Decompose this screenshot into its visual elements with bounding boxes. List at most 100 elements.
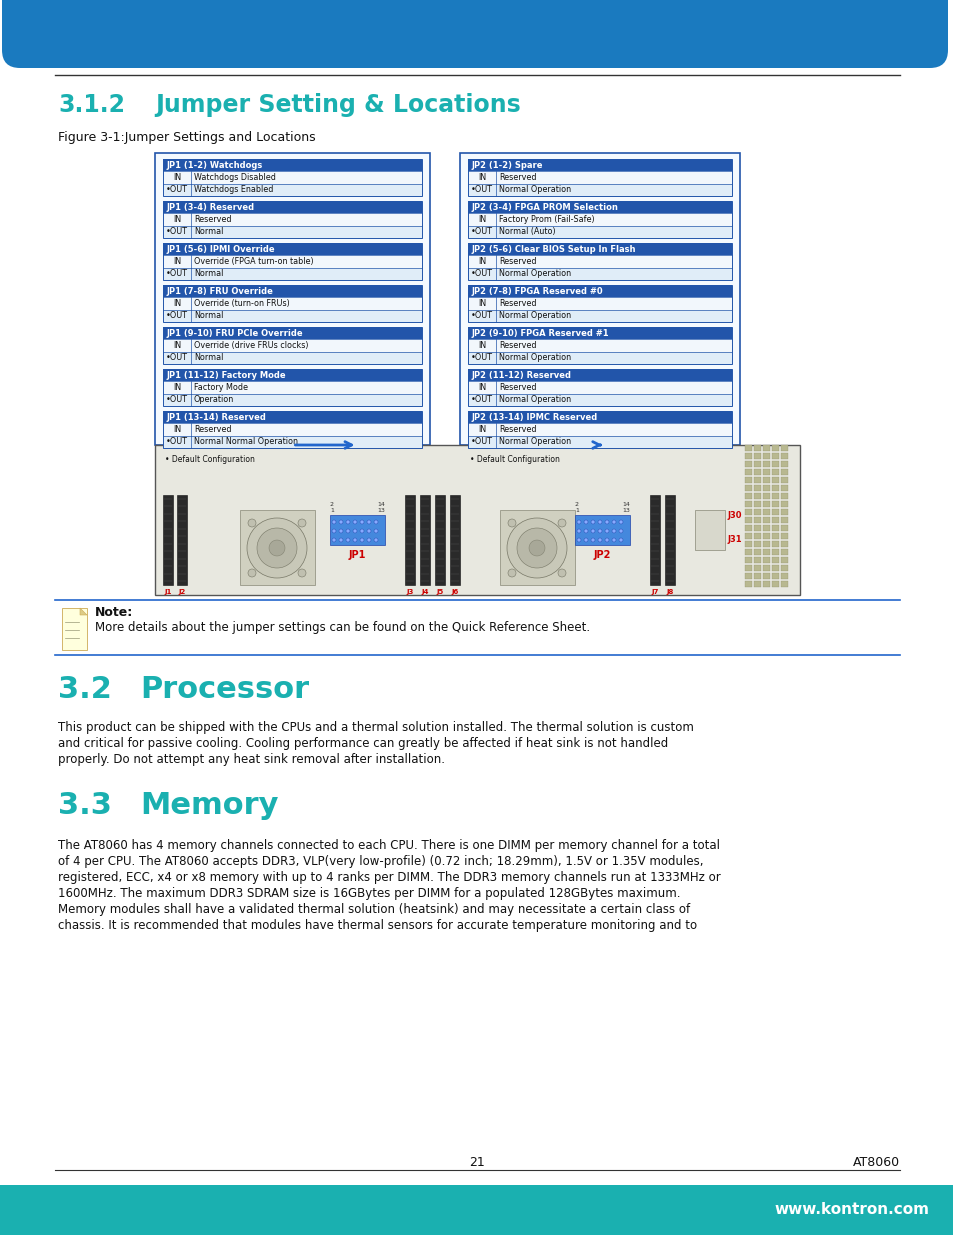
Bar xyxy=(163,382,421,394)
Text: JP1 (9-10) FRU PCIe Override: JP1 (9-10) FRU PCIe Override xyxy=(166,329,302,337)
Text: Normal: Normal xyxy=(193,353,223,362)
Bar xyxy=(154,445,800,595)
Circle shape xyxy=(338,529,343,534)
Bar xyxy=(240,510,314,585)
Bar xyxy=(781,517,787,522)
Bar xyxy=(744,573,751,579)
Bar xyxy=(468,254,731,268)
Bar xyxy=(649,495,659,585)
Bar xyxy=(762,485,769,492)
Bar xyxy=(781,534,787,538)
Text: 3.1.2: 3.1.2 xyxy=(58,93,125,117)
Bar xyxy=(468,212,731,226)
Text: 3.3: 3.3 xyxy=(58,790,112,820)
Bar xyxy=(781,445,787,451)
Text: and critical for passive cooling. Cooling performance can greatly be affected if: and critical for passive cooling. Coolin… xyxy=(58,736,667,750)
Text: 14: 14 xyxy=(376,501,385,508)
Bar xyxy=(163,243,421,280)
Bar xyxy=(163,424,421,436)
Bar xyxy=(163,495,172,585)
Text: IN: IN xyxy=(172,341,181,350)
Text: Reserved: Reserved xyxy=(193,425,232,433)
Text: JP2 (5-6) Clear BIOS Setup In Flash: JP2 (5-6) Clear BIOS Setup In Flash xyxy=(471,245,635,253)
Bar xyxy=(468,159,731,196)
Circle shape xyxy=(359,520,364,524)
Text: •OUT: •OUT xyxy=(166,437,188,446)
Bar xyxy=(177,495,187,585)
Bar xyxy=(762,445,769,451)
Text: •OUT: •OUT xyxy=(471,353,493,362)
Text: IN: IN xyxy=(477,257,485,266)
Text: •OUT: •OUT xyxy=(166,395,188,404)
Bar xyxy=(163,411,421,448)
Circle shape xyxy=(604,538,608,542)
Text: chassis. It is recommended that modules have thermal sensors for accurate temper: chassis. It is recommended that modules … xyxy=(58,919,697,931)
Bar xyxy=(762,534,769,538)
Text: J30: J30 xyxy=(726,510,740,520)
Bar xyxy=(781,477,787,483)
Circle shape xyxy=(507,569,516,577)
Circle shape xyxy=(583,529,587,534)
Text: of 4 per CPU. The AT8060 accepts DDR3, VLP(very low-profile) (0.72 inch; 18.29mm: of 4 per CPU. The AT8060 accepts DDR3, V… xyxy=(58,855,702,867)
Bar xyxy=(744,541,751,547)
Bar xyxy=(771,477,779,483)
Bar xyxy=(753,541,760,547)
Bar xyxy=(781,453,787,459)
Circle shape xyxy=(338,538,343,542)
Bar xyxy=(762,525,769,531)
Text: The AT8060 has 4 memory channels connected to each CPU. There is one DIMM per me: The AT8060 has 4 memory channels connect… xyxy=(58,839,720,851)
Bar xyxy=(744,525,751,531)
Circle shape xyxy=(367,520,371,524)
Circle shape xyxy=(583,520,587,524)
Bar xyxy=(163,338,421,352)
Circle shape xyxy=(618,529,622,534)
Bar xyxy=(781,580,787,587)
Text: Reserved: Reserved xyxy=(498,257,536,266)
Text: Factory Mode: Factory Mode xyxy=(193,383,248,391)
Bar xyxy=(468,352,731,364)
Bar xyxy=(163,436,421,448)
Bar xyxy=(744,517,751,522)
Bar xyxy=(330,515,385,545)
Text: Override (turn-on FRUs): Override (turn-on FRUs) xyxy=(193,299,290,308)
Circle shape xyxy=(583,538,587,542)
Circle shape xyxy=(248,519,255,527)
Text: IN: IN xyxy=(477,341,485,350)
Bar xyxy=(744,469,751,475)
Circle shape xyxy=(529,540,544,556)
Text: Normal: Normal xyxy=(193,311,223,320)
Bar xyxy=(762,573,769,579)
Circle shape xyxy=(612,538,616,542)
Bar xyxy=(468,411,731,424)
Bar xyxy=(163,268,421,280)
Text: Reserved: Reserved xyxy=(498,299,536,308)
Text: JP2: JP2 xyxy=(593,550,611,559)
Bar xyxy=(753,445,760,451)
Bar xyxy=(771,485,779,492)
Circle shape xyxy=(332,529,335,534)
Text: properly. Do not attempt any heat sink removal after installation.: properly. Do not attempt any heat sink r… xyxy=(58,752,444,766)
Text: Operation: Operation xyxy=(193,395,234,404)
Text: Watchdogs Disabled: Watchdogs Disabled xyxy=(193,173,275,182)
Bar xyxy=(468,285,731,296)
Bar xyxy=(163,327,421,338)
Bar xyxy=(744,493,751,499)
Text: Figure 3-1:Jumper Settings and Locations: Figure 3-1:Jumper Settings and Locations xyxy=(58,131,315,143)
Bar xyxy=(468,327,731,364)
Text: IN: IN xyxy=(172,215,181,224)
Text: IN: IN xyxy=(477,299,485,308)
Bar xyxy=(762,477,769,483)
Bar xyxy=(753,564,760,571)
Bar xyxy=(762,469,769,475)
Text: Override (drive FRUs clocks): Override (drive FRUs clocks) xyxy=(193,341,308,350)
Bar xyxy=(771,541,779,547)
Circle shape xyxy=(346,538,350,542)
Text: JP2 (13-14) IPMC Reserved: JP2 (13-14) IPMC Reserved xyxy=(471,412,597,421)
Bar xyxy=(62,608,87,650)
Bar xyxy=(781,550,787,555)
Bar xyxy=(468,243,731,254)
Circle shape xyxy=(598,529,601,534)
Bar xyxy=(781,557,787,563)
Bar xyxy=(762,557,769,563)
Bar xyxy=(468,327,731,338)
